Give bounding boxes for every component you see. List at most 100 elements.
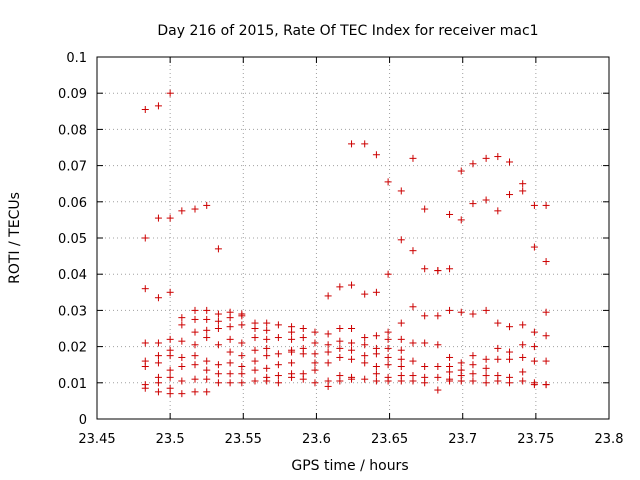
data-point bbox=[494, 153, 502, 161]
data-point bbox=[506, 158, 514, 166]
data-point bbox=[482, 355, 490, 363]
data-point bbox=[409, 247, 417, 255]
data-point bbox=[336, 325, 344, 332]
data-point bbox=[348, 325, 356, 332]
data-point bbox=[299, 334, 307, 342]
data-point bbox=[361, 352, 369, 360]
data-point bbox=[178, 353, 186, 361]
data-point bbox=[384, 361, 392, 369]
data-point bbox=[397, 335, 405, 343]
data-point bbox=[166, 335, 174, 343]
data-point bbox=[519, 341, 527, 349]
data-point bbox=[238, 321, 246, 329]
data-point bbox=[324, 330, 332, 338]
data-point bbox=[214, 245, 222, 253]
data-point bbox=[446, 368, 454, 376]
data-point bbox=[494, 377, 502, 385]
data-point bbox=[372, 288, 380, 296]
data-point bbox=[288, 328, 296, 336]
y-tick-label: 0.01 bbox=[58, 377, 87, 392]
data-point bbox=[288, 348, 296, 356]
data-point bbox=[203, 326, 211, 334]
data-point bbox=[214, 341, 222, 349]
y-tick-label: 0.03 bbox=[58, 304, 87, 319]
data-point bbox=[274, 361, 282, 369]
data-point bbox=[469, 361, 477, 369]
data-point bbox=[166, 373, 174, 381]
data-point bbox=[336, 377, 344, 385]
data-point bbox=[336, 344, 344, 352]
data-point bbox=[203, 366, 211, 374]
data-point bbox=[530, 201, 538, 209]
x-tick-label: 23.6 bbox=[302, 432, 331, 447]
data-point bbox=[506, 348, 514, 356]
data-point bbox=[469, 370, 477, 378]
data-point bbox=[482, 379, 490, 387]
data-point bbox=[361, 334, 369, 342]
data-point bbox=[434, 363, 442, 371]
data-point bbox=[421, 312, 429, 320]
data-point bbox=[519, 353, 527, 361]
data-point bbox=[324, 359, 332, 367]
data-point bbox=[530, 357, 538, 365]
x-tick-label: 23.5 bbox=[156, 432, 185, 447]
data-point bbox=[457, 216, 465, 224]
data-point bbox=[409, 154, 417, 162]
data-point bbox=[469, 377, 477, 385]
data-point bbox=[214, 325, 222, 332]
data-point bbox=[421, 379, 429, 387]
data-point bbox=[263, 335, 271, 343]
data-point bbox=[166, 366, 174, 374]
data-point bbox=[154, 294, 162, 302]
data-point bbox=[446, 306, 454, 314]
data-point bbox=[324, 382, 332, 390]
data-point bbox=[324, 292, 332, 300]
data-point bbox=[457, 167, 465, 175]
y-tick-label: 0.08 bbox=[58, 123, 87, 138]
data-point bbox=[191, 388, 199, 396]
data-point bbox=[446, 265, 454, 273]
data-point bbox=[384, 270, 392, 278]
data-point bbox=[203, 334, 211, 342]
data-point bbox=[154, 379, 162, 387]
data-point bbox=[191, 306, 199, 314]
data-point bbox=[178, 390, 186, 398]
data-point bbox=[457, 377, 465, 385]
data-point bbox=[469, 310, 477, 318]
data-point bbox=[494, 207, 502, 215]
data-point bbox=[434, 386, 442, 394]
data-point bbox=[384, 178, 392, 186]
data-point bbox=[372, 370, 380, 378]
data-point bbox=[178, 207, 186, 215]
data-point bbox=[238, 339, 246, 347]
data-point bbox=[372, 363, 380, 371]
data-point bbox=[384, 344, 392, 352]
data-point bbox=[141, 339, 149, 347]
data-point bbox=[542, 381, 550, 389]
data-point bbox=[238, 312, 246, 320]
data-point bbox=[166, 390, 174, 398]
data-point bbox=[336, 337, 344, 345]
y-tick-label: 0.07 bbox=[58, 160, 87, 175]
data-point bbox=[421, 205, 429, 213]
data-point bbox=[384, 353, 392, 361]
data-point bbox=[372, 377, 380, 385]
data-point bbox=[434, 267, 442, 275]
data-point bbox=[397, 346, 405, 354]
data-point bbox=[263, 364, 271, 372]
data-point bbox=[141, 234, 149, 242]
data-point bbox=[178, 363, 186, 371]
data-point bbox=[519, 377, 527, 385]
data-point bbox=[203, 201, 211, 209]
data-point bbox=[154, 359, 162, 367]
data-point bbox=[299, 325, 307, 332]
data-point bbox=[214, 361, 222, 369]
data-point bbox=[446, 353, 454, 361]
data-point bbox=[457, 308, 465, 316]
y-tick-label: 0.1 bbox=[66, 51, 87, 66]
data-point bbox=[348, 375, 356, 383]
data-point bbox=[482, 154, 490, 162]
data-point bbox=[166, 89, 174, 97]
data-point bbox=[226, 348, 234, 356]
